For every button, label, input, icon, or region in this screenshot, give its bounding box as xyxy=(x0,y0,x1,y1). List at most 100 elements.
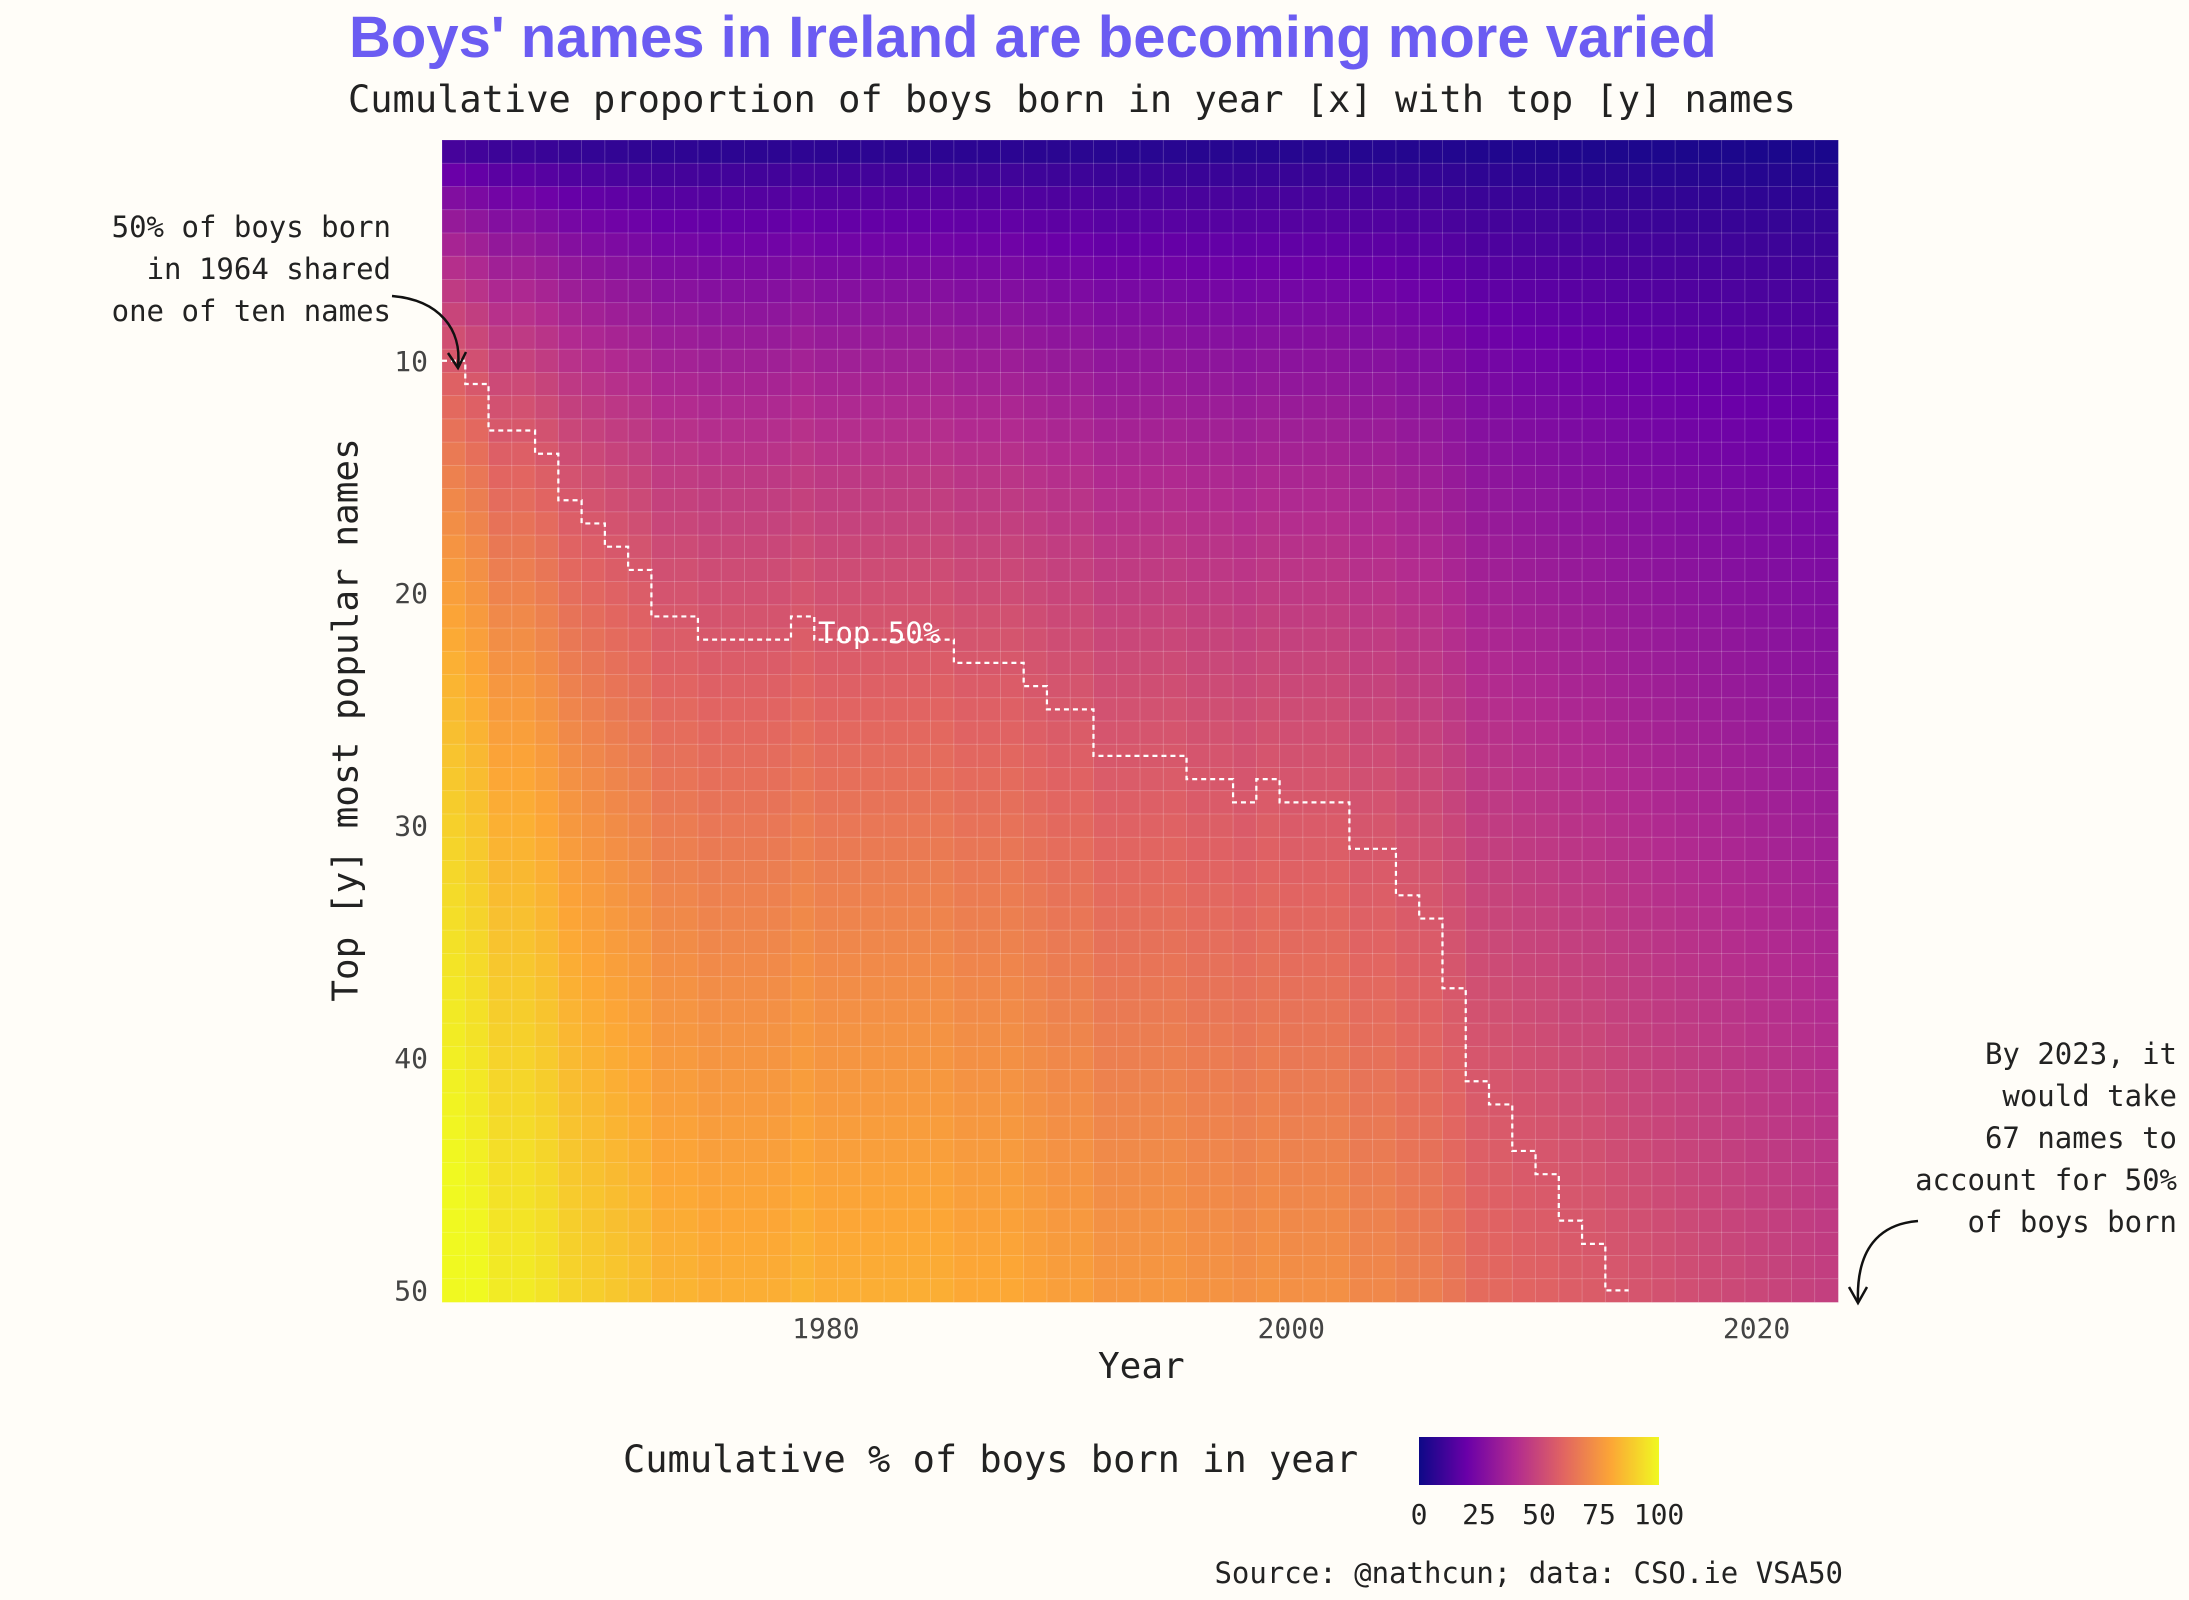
heatmap-cell xyxy=(1674,418,1700,443)
heatmap-cell xyxy=(1209,1231,1234,1257)
heatmap-cell xyxy=(488,162,513,188)
heatmap-cell xyxy=(1232,232,1258,258)
heatmap-cell xyxy=(488,860,513,885)
heatmap-cell xyxy=(1418,139,1444,165)
heatmap-cell xyxy=(488,929,513,955)
heatmap-cell xyxy=(1744,464,1770,490)
heatmap-cell xyxy=(557,906,583,931)
heatmap-cell xyxy=(604,697,629,722)
heatmap-cell xyxy=(906,279,932,304)
heatmap-cell xyxy=(1349,441,1374,467)
heatmap-cell xyxy=(1721,743,1746,769)
heatmap-cell xyxy=(1488,627,1514,653)
heatmap-cell xyxy=(1325,581,1351,606)
heatmap-cell xyxy=(1349,534,1374,560)
heatmap-cell xyxy=(1209,418,1234,443)
heatmap-cell xyxy=(581,1069,606,1094)
heatmap-cell xyxy=(1744,325,1770,350)
heatmap-cell xyxy=(604,511,629,536)
heatmap-cell xyxy=(1558,325,1583,350)
heatmap-cell xyxy=(1069,790,1095,815)
heatmap-cell xyxy=(1698,1138,1723,1164)
heatmap-cell xyxy=(1418,255,1444,281)
heatmap-cell xyxy=(651,279,676,304)
heatmap-cell xyxy=(1791,464,1816,490)
heatmap-cell xyxy=(860,674,885,699)
heatmap-cell xyxy=(976,627,1002,653)
heatmap-cell xyxy=(1814,1208,1839,1234)
heatmap-cell xyxy=(1162,836,1188,862)
heatmap-cell xyxy=(1628,674,1653,699)
heatmap-cell xyxy=(1744,1208,1770,1234)
heatmap-cell xyxy=(1395,1208,1421,1234)
heatmap-cell xyxy=(1162,1092,1188,1117)
heatmap-cell xyxy=(464,348,490,374)
heatmap-cell xyxy=(720,1278,746,1303)
heatmap-cell xyxy=(1139,1115,1165,1141)
heatmap-cell xyxy=(1023,1278,1048,1303)
heatmap-cell xyxy=(1116,650,1141,676)
heatmap-cell xyxy=(744,162,769,188)
heatmap-cell xyxy=(1767,418,1793,443)
heatmap-cell xyxy=(1000,860,1025,885)
heatmap-cell xyxy=(1721,255,1746,281)
heatmap-cell xyxy=(674,581,699,606)
heatmap-cell xyxy=(1721,790,1746,815)
heatmap-cell xyxy=(1255,999,1281,1024)
heatmap-cell xyxy=(976,1022,1002,1048)
heatmap-cell xyxy=(1698,1185,1723,1210)
heatmap-cell xyxy=(1302,1092,1327,1117)
heatmap-cell xyxy=(1767,1185,1793,1210)
heatmap-cell xyxy=(1465,1115,1490,1141)
heatmap-cell xyxy=(674,488,699,513)
heatmap-cell xyxy=(1511,743,1537,769)
heatmap-cell xyxy=(697,139,722,165)
heatmap-cell xyxy=(720,302,746,327)
heatmap-cell xyxy=(1395,720,1421,746)
heatmap-cell xyxy=(1814,767,1839,792)
heatmap-cell xyxy=(1581,1162,1607,1187)
heatmap-cell xyxy=(1093,1115,1118,1141)
heatmap-cell xyxy=(1511,836,1537,862)
heatmap-cell xyxy=(1442,581,1467,606)
heatmap-cell xyxy=(1232,511,1258,536)
heatmap-cell xyxy=(1791,627,1816,653)
heatmap-cell xyxy=(1791,953,1816,978)
heatmap-cell xyxy=(1791,1231,1816,1257)
heatmap-cell xyxy=(1488,348,1514,374)
heatmap-cell xyxy=(1325,325,1351,350)
heatmap-cell xyxy=(1023,767,1048,792)
heatmap-cell xyxy=(1279,139,1304,165)
heatmap-cell xyxy=(1511,1022,1537,1048)
chart-subtitle: Cumulative proportion of boys born in ye… xyxy=(348,78,1796,121)
heatmap-cell xyxy=(651,162,676,188)
heatmap-cell xyxy=(1558,1022,1583,1048)
heatmap-cell xyxy=(1674,348,1700,374)
heatmap-cell xyxy=(860,1231,885,1257)
heatmap-cell xyxy=(1581,1069,1607,1094)
heatmap-cell xyxy=(790,813,816,839)
heatmap-cell xyxy=(651,1278,676,1303)
heatmap-cell xyxy=(1535,1138,1560,1164)
heatmap-cell xyxy=(883,534,909,560)
heatmap-cell xyxy=(627,836,653,862)
heatmap-cell xyxy=(1511,279,1537,304)
heatmap-cell xyxy=(906,1022,932,1048)
heatmap-cell xyxy=(1000,1278,1025,1303)
heatmap-cell xyxy=(1255,279,1281,304)
heatmap-cell xyxy=(790,581,816,606)
heatmap-cell xyxy=(1814,209,1839,234)
heatmap-cell xyxy=(1535,139,1560,165)
heatmap-cell xyxy=(1395,1022,1421,1048)
heatmap-cell xyxy=(1511,464,1537,490)
heatmap-cell xyxy=(511,1255,536,1280)
heatmap-cell xyxy=(627,371,653,397)
heatmap-cell xyxy=(1279,883,1304,908)
heatmap-cell xyxy=(883,162,909,188)
heatmap-cell xyxy=(1791,604,1816,629)
heatmap-cell xyxy=(1395,650,1421,676)
heatmap-cell xyxy=(1488,767,1514,792)
heatmap-cell xyxy=(1000,348,1025,374)
heatmap-cell xyxy=(1744,139,1770,165)
heatmap-cell xyxy=(1488,836,1514,862)
